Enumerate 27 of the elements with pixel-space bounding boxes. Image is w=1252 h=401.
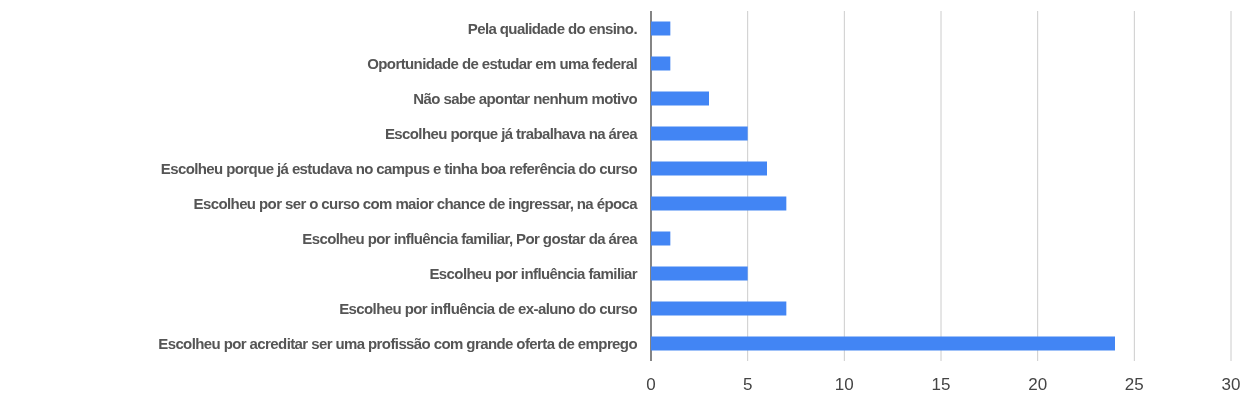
y-tick-label: Escolheu porque já estudava no campus e tinha boa referência do curso bbox=[160, 159, 638, 177]
y-tick-label: Escolheu porque já trabalhava na área bbox=[384, 124, 639, 142]
bar bbox=[651, 336, 1115, 351]
y-tick-label: Escolheu por influência familiar bbox=[429, 264, 638, 282]
x-tick-label: 0 bbox=[646, 375, 656, 394]
x-tick-label: 10 bbox=[834, 375, 854, 394]
y-tick-label: Pela qualidade do ensino. bbox=[467, 19, 638, 37]
y-tick-label: Não sabe apontar nenhum motivo bbox=[413, 89, 638, 107]
y-tick-label: Oportunidade de estudar em uma federal bbox=[367, 54, 638, 72]
bar bbox=[651, 266, 748, 281]
bar bbox=[651, 196, 787, 211]
x-tick-label: 20 bbox=[1028, 375, 1048, 394]
bar bbox=[651, 56, 671, 71]
bar bbox=[651, 161, 767, 176]
bar bbox=[651, 231, 671, 246]
bar bbox=[651, 21, 671, 36]
x-tick-label: 25 bbox=[1124, 375, 1144, 394]
y-tick-label: Escolheu por influência de ex-aluno do curso bbox=[339, 299, 638, 317]
y-tick-label: Escolheu por ser o curso com maior chance de ingressar, na época bbox=[193, 194, 639, 212]
x-tick-label: 5 bbox=[742, 375, 753, 394]
y-tick-label: Escolheu por influência familiar, Por gostar da área bbox=[302, 229, 639, 247]
bar bbox=[651, 126, 748, 141]
bar bbox=[651, 301, 787, 316]
x-tick-label: 15 bbox=[931, 375, 951, 394]
y-tick-label: Escolheu por acreditar ser uma profissão com grande oferta de emprego bbox=[158, 334, 638, 352]
x-tick-label: 30 bbox=[1221, 375, 1241, 394]
bar bbox=[651, 91, 709, 106]
